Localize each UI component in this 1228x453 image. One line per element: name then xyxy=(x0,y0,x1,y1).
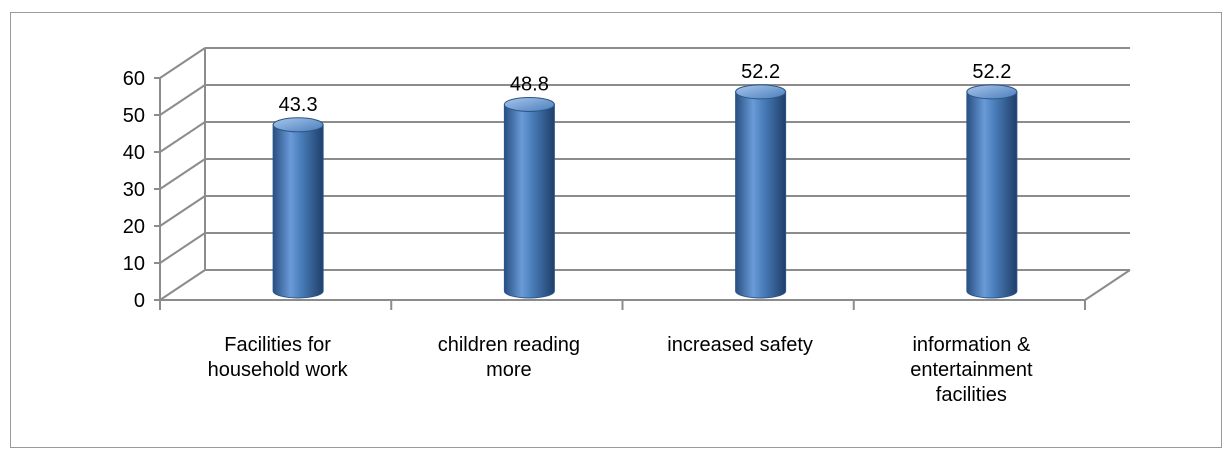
x-category-label-line: information & xyxy=(912,334,1031,356)
gridline-side xyxy=(159,121,206,153)
bar-body xyxy=(966,91,1018,299)
gridline-side xyxy=(159,84,206,116)
data-label: 52.2 xyxy=(972,61,1011,83)
x-category-label-line: increased safety xyxy=(667,334,813,356)
bar-cap xyxy=(272,117,324,133)
bar-cap xyxy=(503,96,555,112)
data-label: 43.3 xyxy=(279,94,318,116)
bar xyxy=(503,96,555,299)
x-category-label: information & entertainment facilities xyxy=(871,333,1071,408)
y-tick-label: 0 xyxy=(134,290,145,312)
gridline-side xyxy=(159,158,206,190)
y-tick-label: 50 xyxy=(123,105,145,127)
bar-cap xyxy=(966,84,1018,100)
y-tick-label: 60 xyxy=(123,68,145,90)
gridline-side xyxy=(159,47,206,79)
data-label: 48.8 xyxy=(510,73,549,95)
labels: 0 10 20 30 40 50 60 43.3 48.8 52.2 52.2 xyxy=(123,61,1012,312)
bar xyxy=(966,84,1018,299)
bar xyxy=(735,84,787,299)
gridline-side xyxy=(159,232,206,264)
bars xyxy=(272,84,1018,299)
x-category-label: increased safety xyxy=(640,333,840,358)
axes xyxy=(154,77,1086,310)
bar-cap xyxy=(735,84,787,100)
floor-edge xyxy=(1084,269,1131,301)
x-category-label-line: facilities xyxy=(935,384,1007,406)
x-category-label-line: Facilities for xyxy=(224,334,331,356)
x-category-label-line: more xyxy=(486,359,532,381)
x-category-label-line: children reading xyxy=(437,334,581,356)
gridline-side xyxy=(159,195,206,227)
x-category-label: children reading more xyxy=(409,333,609,383)
gridline-side xyxy=(159,269,206,301)
bar xyxy=(272,117,324,299)
y-tick-label: 10 xyxy=(123,253,145,275)
x-category-label-line: entertainment xyxy=(910,359,1033,381)
data-label: 52.2 xyxy=(741,61,780,83)
bar-body xyxy=(272,124,324,299)
bar-body xyxy=(735,91,787,299)
x-category-label-line: household work xyxy=(207,359,348,381)
bar-body xyxy=(503,103,555,299)
x-category-label: Facilities for household work xyxy=(178,333,378,383)
y-tick-label: 30 xyxy=(123,179,145,201)
y-tick-label: 40 xyxy=(123,142,145,164)
y-tick-label: 20 xyxy=(123,216,145,238)
